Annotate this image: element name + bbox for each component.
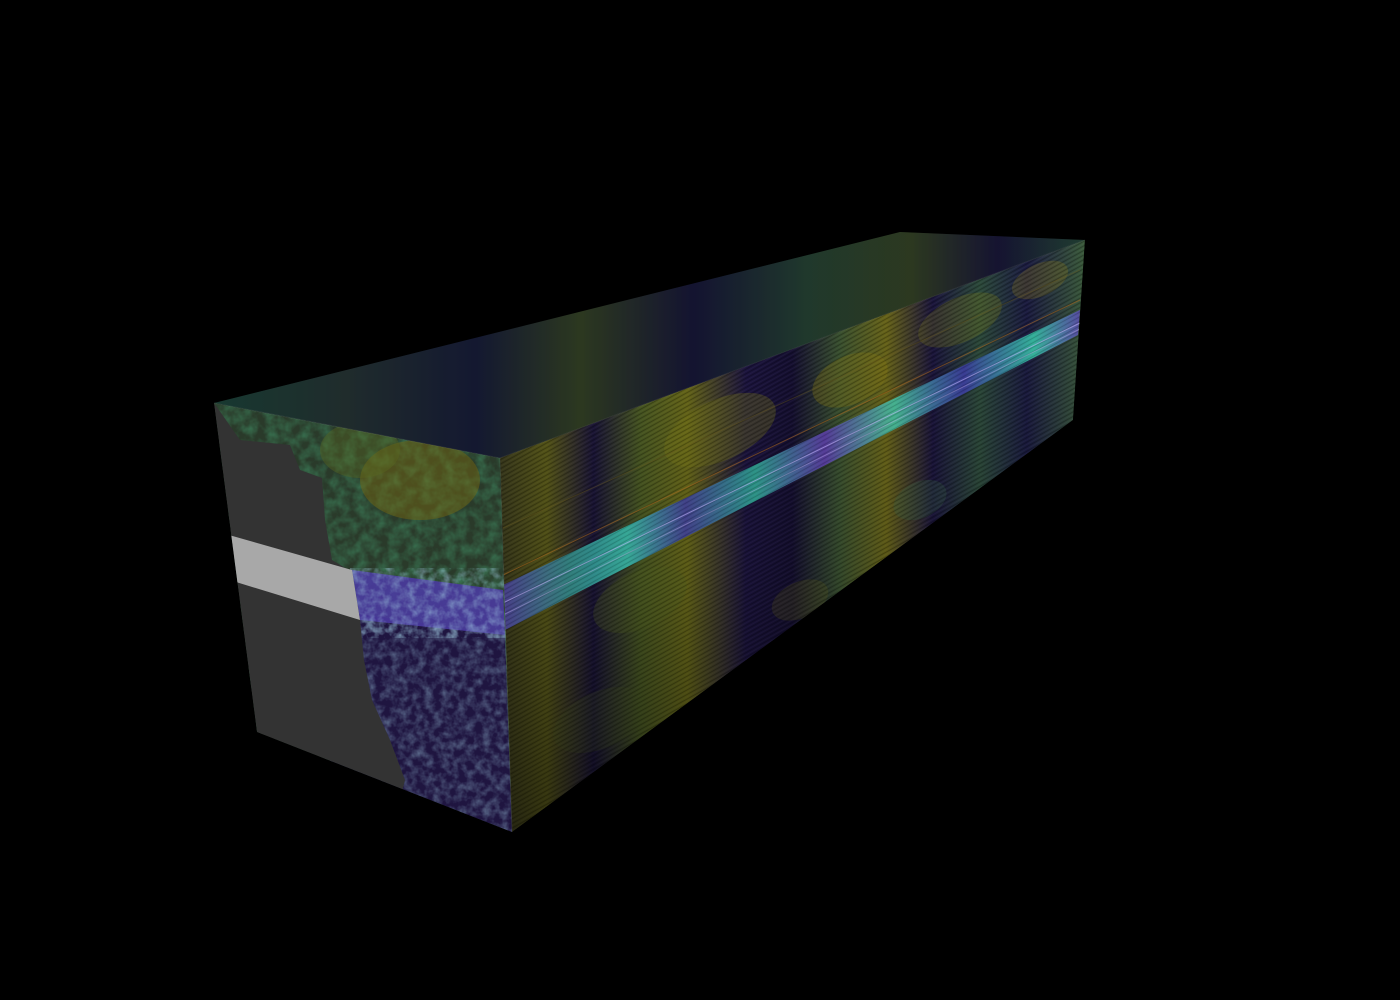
cube-front-face [214,403,512,832]
highlight-band [502,310,1081,630]
cube-edges [213,239,1086,833]
cube-top-face [214,232,1085,458]
cube-side-face [500,240,1085,832]
masked-region [214,403,405,800]
